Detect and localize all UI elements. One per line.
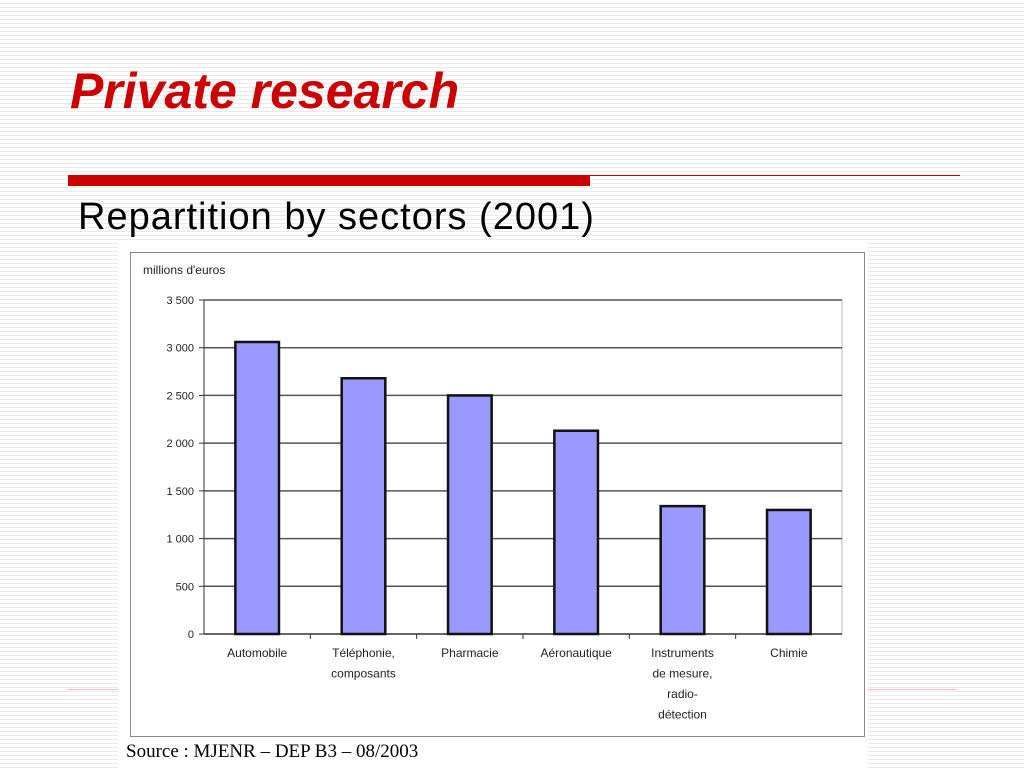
title-rule-thin	[590, 175, 960, 176]
title-rule-thick	[68, 175, 590, 186]
y-tick-label: 500	[176, 581, 194, 593]
y-tick-label: 0	[188, 629, 194, 641]
footer-rule-left	[68, 689, 120, 690]
bar	[340, 377, 387, 636]
x-tick-label: Aéronautique	[540, 646, 612, 660]
y-tick-label: 1 500	[166, 486, 194, 498]
bar	[234, 340, 281, 636]
x-tick-label: Automobile	[227, 646, 287, 660]
footer-rule-right	[866, 689, 956, 690]
bar	[659, 504, 706, 636]
y-tick-label: 2 000	[166, 438, 194, 450]
plot-area	[203, 299, 843, 635]
x-tick-label: Pharmacie	[441, 646, 499, 660]
x-tick-label: Instruments de mesure, radio-détection	[651, 646, 714, 722]
bar	[553, 429, 600, 636]
y-tick-label: 3 500	[166, 295, 194, 307]
slide-subtitle: Repartition by sectors (2001)	[78, 196, 595, 238]
y-tick-label: 1 000	[166, 534, 194, 546]
x-tick-label: Téléphonie, composants	[331, 646, 396, 681]
chart-frame	[130, 252, 865, 737]
y-axis-label: millions d'euros	[143, 263, 225, 277]
bar	[765, 508, 812, 636]
bar	[446, 394, 493, 636]
source-note: Source : MJENR – DEP B3 – 08/2003	[126, 741, 419, 762]
y-tick-label: 3 000	[166, 343, 194, 355]
y-tick-label: 2 500	[166, 390, 194, 402]
slide-title: Private research	[70, 63, 460, 119]
x-tick-label: Chimie	[770, 646, 808, 660]
